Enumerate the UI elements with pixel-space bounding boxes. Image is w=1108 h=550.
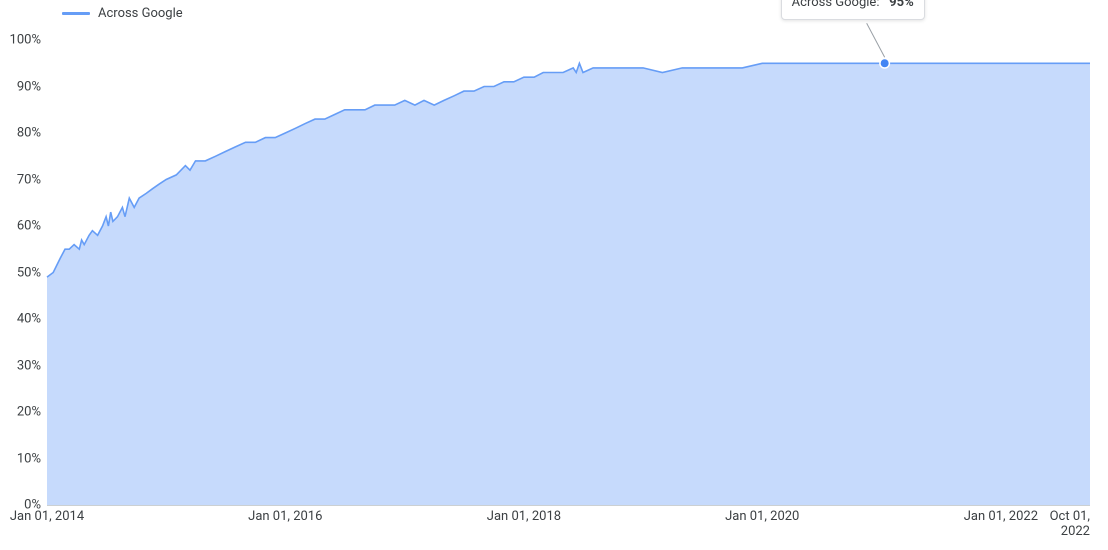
legend-label: Across Google <box>98 6 183 21</box>
x-tick-label: Jan 01, 2014 <box>10 509 84 524</box>
y-tick-label: 10% <box>17 451 41 466</box>
x-tick-label: Jan 01, 2018 <box>487 509 561 524</box>
y-tick-label: 70% <box>17 172 41 187</box>
x-tick-label: Jan 01, 2020 <box>725 509 799 524</box>
x-tick-label: Jan 01, 2022 <box>964 509 1038 524</box>
y-tick-label: 90% <box>17 79 41 94</box>
y-tick-label: 60% <box>17 219 41 234</box>
traffic-encryption-chart: Across Google 0%10%20%30%40%50%60%70%80%… <box>0 0 1108 550</box>
y-tick-label: 100% <box>10 33 41 48</box>
y-tick-label: 80% <box>17 126 41 141</box>
x-tick-label: Jan 01, 2016 <box>248 509 322 524</box>
legend-swatch <box>62 12 90 15</box>
plot-area[interactable] <box>0 0 1108 550</box>
y-tick-label: 30% <box>17 358 41 373</box>
tooltip-series-label: Across Google: <box>792 0 880 10</box>
tooltip: Jan 10, 2021 Across Google: 95% <box>781 0 925 20</box>
legend: Across Google <box>62 6 183 21</box>
tooltip-value: 95% <box>889 0 914 10</box>
y-tick-label: 40% <box>17 312 41 327</box>
y-tick-label: 20% <box>17 405 41 420</box>
y-tick-label: 50% <box>17 265 41 280</box>
x-tick-end-label: Oct 01,2022 <box>1050 509 1090 539</box>
